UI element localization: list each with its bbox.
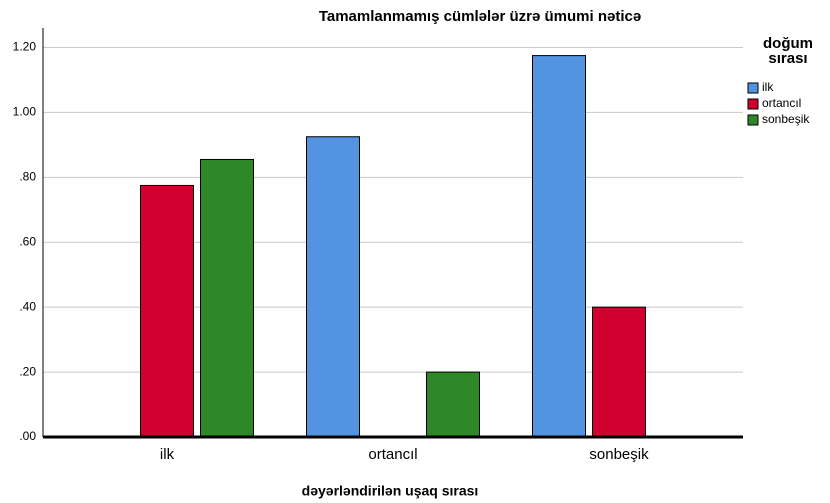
bar	[532, 55, 586, 438]
bar	[140, 184, 194, 438]
x-tick-label: sonbeşik	[589, 446, 649, 463]
x-axis-label: dəyərləndirilən uşaq sırası	[302, 483, 479, 499]
bar	[200, 158, 254, 438]
y-tick-label: 1.20	[13, 40, 37, 54]
y-tick-label: .20	[19, 364, 36, 378]
x-tick-label: ortancıl	[368, 446, 417, 463]
bar	[306, 136, 360, 438]
legend-label: sonbeşik	[762, 112, 810, 126]
legend-label: ilk	[762, 80, 774, 94]
legend-swatch	[747, 98, 759, 110]
chart-title: Tamamlanmamış cümlələr üzrə ümumi nəticə	[319, 8, 641, 25]
y-tick-label: .40	[19, 299, 36, 313]
legend-swatch	[747, 82, 759, 94]
y-tick-label: .60	[19, 234, 36, 248]
legend-title: doğum sırası	[763, 35, 813, 67]
legend-label: ortancıl	[762, 96, 801, 110]
y-tick-label: .80	[19, 169, 36, 183]
bar	[592, 306, 646, 438]
y-tick-label: 1.00	[13, 105, 37, 119]
x-tick-label: ilk	[160, 446, 175, 463]
legend-swatch	[747, 114, 759, 126]
bar	[426, 371, 480, 438]
y-tick-label: .00	[19, 429, 36, 443]
